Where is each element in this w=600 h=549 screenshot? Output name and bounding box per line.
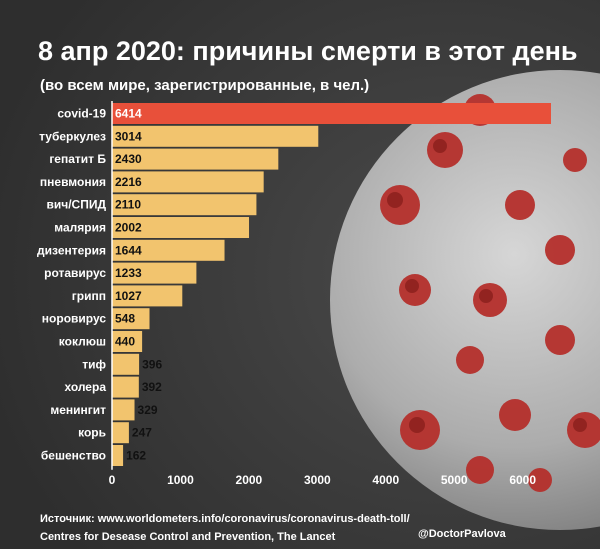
data-label: 329: [138, 403, 158, 417]
source-note: Источник: www.worldometers.info/coronavi…: [40, 510, 410, 546]
bar: [112, 422, 129, 444]
bar: [112, 125, 319, 147]
data-label: 2002: [115, 221, 142, 235]
bar: [112, 239, 225, 261]
bar: [112, 217, 250, 238]
bar: [112, 148, 279, 170]
bar: [112, 194, 257, 216]
x-tick-label: 0: [109, 473, 116, 487]
x-tick-label: 1000: [167, 473, 194, 487]
category-label: ротавирус: [44, 266, 106, 280]
category-label: пневмония: [40, 175, 106, 189]
bar: [112, 103, 551, 124]
category-label: холера: [64, 380, 106, 394]
bar: [112, 353, 140, 375]
category-label: тиф: [82, 357, 106, 371]
bar: [112, 262, 197, 284]
category-label: грипп: [72, 289, 106, 303]
bar: [112, 171, 264, 193]
category-label: бешенство: [41, 449, 106, 463]
category-label: норовирус: [42, 312, 107, 326]
x-tick-label: 3000: [304, 473, 331, 487]
x-tick-label: 4000: [372, 473, 399, 487]
data-label: 1233: [115, 266, 142, 280]
data-label: 2110: [115, 198, 141, 212]
bar: [112, 331, 143, 352]
category-label: менингит: [50, 403, 106, 417]
x-tick-label: 6000: [509, 473, 536, 487]
x-tick-label: 5000: [441, 473, 468, 487]
category-label: корь: [78, 426, 106, 440]
data-label: 247: [132, 426, 152, 440]
category-label: covid-19: [57, 107, 106, 121]
author-handle: @DoctorPavlova: [418, 528, 506, 540]
source-line-2: Centres for Desease Control and Preventi…: [40, 531, 336, 543]
data-label: 548: [115, 312, 135, 326]
data-label: 1644: [115, 243, 142, 257]
data-label: 162: [126, 449, 146, 463]
chart-subtitle: (во всем мире, зарегистрированные, в чел…: [40, 77, 370, 94]
data-label: 6414: [115, 107, 142, 121]
bar: [112, 399, 135, 421]
data-label: 2216: [115, 175, 142, 189]
data-label: 440: [115, 335, 135, 349]
category-label: коклюш: [59, 335, 106, 349]
category-label: гепатит Б: [49, 152, 106, 166]
data-label: 392: [142, 380, 162, 394]
bar: [112, 308, 150, 330]
bar: [112, 285, 183, 307]
data-label: 396: [142, 357, 162, 371]
category-label: малярия: [54, 221, 106, 235]
category-label: туберкулез: [39, 129, 106, 143]
x-tick-label: 2000: [236, 473, 263, 487]
chart-title: 8 апр 2020: причины смерти в этот день: [38, 36, 578, 66]
data-label: 1027: [115, 289, 142, 303]
category-label: дизентерия: [37, 243, 106, 257]
source-line-1: Источник: www.worldometers.info/coronavi…: [40, 513, 410, 525]
bar: [112, 376, 139, 398]
category-label: вич/СПИД: [46, 198, 106, 212]
data-label: 3014: [115, 129, 142, 143]
data-label: 2430: [115, 152, 142, 166]
bar: [112, 445, 124, 466]
